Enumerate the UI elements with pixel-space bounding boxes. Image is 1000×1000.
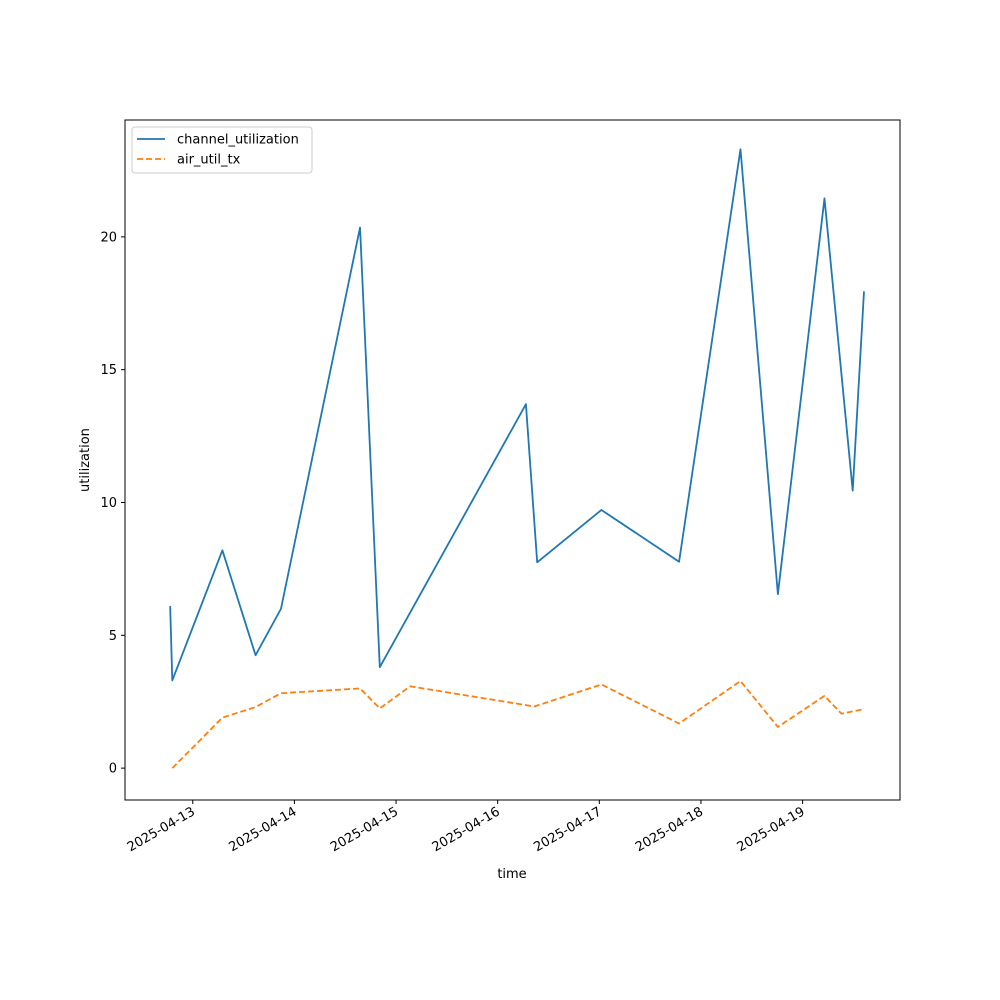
y-tick-label: 0 (109, 762, 117, 777)
legend-label: channel_utilization (177, 133, 299, 148)
plot-frame (124, 119, 901, 801)
legend: channel_utilization air_util_tx (131, 126, 313, 174)
plot-background (125, 120, 900, 800)
series-line-channel-utilization (169, 148, 865, 682)
legend-label: air_util_tx (177, 153, 241, 168)
y-tick-label: 5 (109, 629, 117, 644)
y-tick-label: 20 (100, 230, 117, 245)
x-axis-label: time (497, 867, 526, 882)
y-axis-ticks: 0 5 10 15 20 (100, 230, 125, 777)
legend-box (131, 126, 313, 174)
series-line-air-util-tx (171, 680, 865, 769)
y-tick-label: 15 (100, 363, 117, 378)
y-tick-label: 10 (100, 496, 117, 511)
series-layer (169, 148, 865, 769)
y-axis-label: utilization (78, 428, 93, 492)
